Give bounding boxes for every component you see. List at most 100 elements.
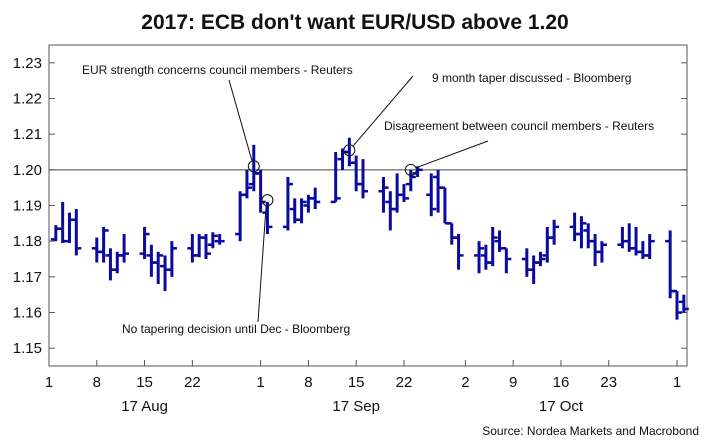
ohlc-bar [678, 294, 689, 313]
ohlc-bar [521, 248, 532, 277]
ohlc-bar [235, 191, 246, 242]
ohlc-bar [412, 166, 423, 177]
x-tick-label: 15 [348, 374, 365, 391]
ohlc-bar [596, 241, 607, 263]
ohlc-bar [187, 234, 198, 263]
ohlc-bar [501, 247, 512, 274]
x-tick-label: 8 [304, 374, 312, 391]
y-tick-label: 1.21 [13, 126, 42, 143]
y-tick-label: 1.20 [13, 162, 42, 179]
annotation-leader [257, 205, 267, 323]
y-tick-label: 1.15 [13, 340, 42, 357]
ohlc-bar [282, 176, 293, 231]
x-month-label: 17 Aug [121, 398, 168, 415]
ohlc-bar [644, 234, 655, 259]
x-tick-label: 15 [136, 374, 153, 391]
ohlc-bar [385, 191, 396, 231]
x-tick-label: 1 [673, 374, 681, 391]
ohlc-bar [528, 255, 539, 284]
ohlc-bar [549, 219, 560, 245]
ohlc-bar [358, 159, 368, 199]
ohlc-bar [542, 226, 553, 263]
x-tick-label: 1 [256, 374, 264, 391]
annotation-label: Disagreement between council members - R… [384, 119, 654, 133]
ohlc-bar [405, 169, 416, 192]
x-axis: 1 8 15 22 1 8 15 22 2 9 16 23 117 Aug 17 Sep 17 Oct [45, 360, 681, 415]
y-tick-label: 1.23 [13, 55, 42, 72]
x-tick-label: 1 [45, 374, 53, 391]
ohlc-bar [248, 144, 259, 192]
ohlc-bar [201, 234, 211, 259]
ohlc-bar [378, 176, 389, 213]
ohlc-bar [583, 223, 594, 249]
ohlc-bar [57, 201, 68, 243]
ohlc-bar [160, 255, 171, 292]
ohlc-bar [139, 226, 150, 259]
ohlc-bar [474, 241, 485, 274]
ohlc-bar [665, 230, 676, 299]
ohlc-bar [330, 152, 341, 204]
ohlc-bar [262, 201, 273, 235]
ohlc-bar [241, 169, 252, 199]
source-note: Source: Nordea Markets and Macrobond [482, 424, 699, 438]
ohlc-bar [255, 169, 266, 213]
annotation [228, 79, 260, 173]
x-tick-label: 16 [553, 374, 570, 391]
ohlc-bar [119, 234, 130, 263]
ohlc-bar [576, 216, 587, 249]
annotation-leader [352, 75, 414, 147]
ohlc-bar [446, 222, 457, 245]
plot-area [48, 44, 688, 367]
y-tick-label: 1.19 [13, 198, 42, 215]
ohlc-bar [105, 248, 116, 281]
ohlc-bar [214, 234, 225, 245]
ohlc-bar [535, 251, 546, 267]
ohlc-bar [590, 234, 601, 267]
annotation-marker [343, 144, 356, 157]
ohlc-bar [617, 226, 628, 249]
x-month-label: 17 Sep [332, 398, 380, 415]
ohlc-bar [487, 226, 498, 267]
ohlc-bar [392, 173, 403, 213]
annotation-leader [228, 79, 253, 162]
plot-border [48, 44, 688, 367]
annotation [343, 75, 414, 157]
ohlc-bar [166, 241, 177, 277]
ohlc-bar [296, 198, 307, 224]
ohlc-bar [672, 289, 682, 320]
ohlc-bar [64, 212, 75, 243]
chart-title: 2017: ECB don't want EUR/USD above 1.20 [141, 11, 568, 34]
x-tick-label: 9 [509, 374, 517, 391]
x-tick-label: 2 [461, 374, 469, 391]
ohlc-bar [453, 234, 464, 270]
x-tick-label: 23 [600, 374, 617, 391]
annotations: EUR strength concerns council members - … [82, 63, 654, 336]
x-tick-label: 22 [396, 374, 413, 391]
ohlc-bar [146, 244, 157, 277]
y-axis: 1.15 1.16 1.17 1.18 1.19 1.20 1.21 1.22 1.23 [13, 55, 687, 357]
annotation-marker [404, 163, 417, 176]
annotation-label: 9 month taper discussed - Bloomberg [432, 71, 631, 85]
annotation-label: EUR strength concerns council members - … [82, 63, 353, 77]
ohlc-bar [153, 251, 164, 284]
annotation-marker [261, 194, 274, 207]
y-tick-label: 1.18 [13, 233, 42, 250]
ohlc-bar [433, 169, 444, 213]
y-tick-label: 1.22 [13, 91, 42, 108]
y-tick-label: 1.16 [13, 305, 42, 322]
ohlc-bar [426, 173, 437, 217]
ohlc-bar [310, 187, 321, 210]
x-tick-label: 22 [184, 374, 201, 391]
ohlc-bar [398, 184, 409, 202]
ohlc-bar [439, 186, 450, 225]
x-month-label: 17 Oct [539, 398, 584, 415]
ohlc-bar [98, 226, 109, 263]
x-tick-label: 8 [93, 374, 101, 391]
ohlc-bar [71, 209, 82, 256]
ohlc-bar [351, 155, 362, 192]
annotation-label: No tapering decision until Dec - Bloombe… [122, 322, 350, 336]
annotation [257, 194, 274, 323]
annotation [404, 140, 489, 176]
annotation-leader [415, 140, 489, 169]
